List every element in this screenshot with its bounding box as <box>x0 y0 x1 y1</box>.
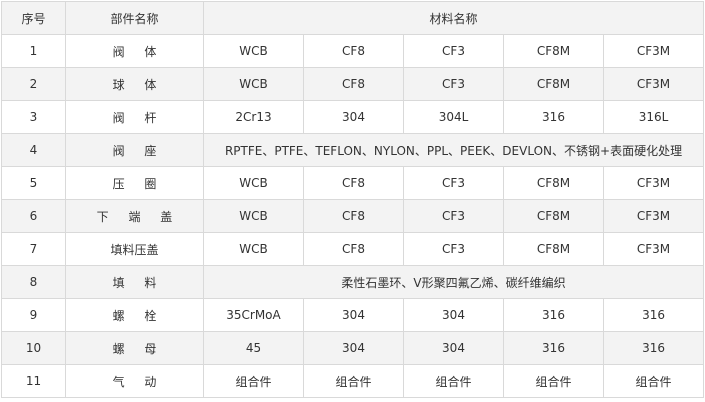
material-cell: CF3M <box>602 199 705 233</box>
material-cell: 35CrMoA <box>203 298 304 332</box>
material-cell: CF3 <box>403 67 504 101</box>
material-cell: CF8M <box>503 232 604 266</box>
material-cell: CF3M <box>602 232 705 266</box>
part-name: 阀 杆 <box>65 100 204 134</box>
material-cell: 45 <box>203 331 304 365</box>
part-name: 填 料 <box>65 265 204 299</box>
header-cell: 序号 <box>1 1 66 35</box>
part-name: 球 体 <box>65 67 204 101</box>
material-cell: 304 <box>403 298 504 332</box>
material-cell: CF8M <box>503 199 604 233</box>
material-cell: 316 <box>602 298 705 332</box>
part-name: 阀 体 <box>65 34 204 68</box>
material-cell: 组合件 <box>303 364 404 398</box>
material-cell: CF3 <box>403 199 504 233</box>
material-cell: 柔性石墨环、V形聚四氟乙烯、碳纤维编织 <box>202 265 705 299</box>
material-cell: 316 <box>602 331 705 365</box>
row-number: 6 <box>1 199 66 233</box>
material-cell: WCB <box>203 67 304 101</box>
material-cell: 组合件 <box>503 364 604 398</box>
header-row: 序号 部件名称 材料名称 <box>1 1 705 35</box>
material-cell: CF3M <box>602 34 705 68</box>
table-row: 11 气 动组合件 组合件 组合件 组合件 组合件 <box>1 364 705 398</box>
part-name: 下 端 盖 <box>65 199 204 233</box>
row-number: 8 <box>1 265 66 299</box>
material-cell: 组合件 <box>602 364 705 398</box>
row-number: 4 <box>1 133 66 167</box>
material-cell: WCB <box>203 166 304 200</box>
material-cell: 304 <box>303 100 404 134</box>
material-cell: 组合件 <box>203 364 304 398</box>
row-number: 7 <box>1 232 66 266</box>
row-number: 3 <box>1 100 66 134</box>
material-cell: 304 <box>303 331 404 365</box>
material-cell: 316 <box>503 100 604 134</box>
part-name: 压 圈 <box>65 166 204 200</box>
part-name: 螺 栓 <box>65 298 204 332</box>
material-cell: CF8 <box>303 34 404 68</box>
part-name: 阀 座 <box>65 133 204 167</box>
material-cell: CF3 <box>403 166 504 200</box>
material-cell: 316 <box>503 331 604 365</box>
header-cell: 部件名称 <box>65 1 204 35</box>
material-cell: CF8M <box>503 166 604 200</box>
row-number: 1 <box>1 34 66 68</box>
table-row: 10 螺 母 45 304 304 316 316 <box>1 331 705 365</box>
material-cell: CF8M <box>503 67 604 101</box>
material-cell: RPTFE、PTFE、TEFLON、NYLON、PPL、PEEK、DEVLON、… <box>202 133 705 167</box>
table-row: 7 填料压盖 WCB CF8 CF3 CF8M CF3M <box>1 232 705 266</box>
material-cell: CF8M <box>503 34 604 68</box>
material-cell: 304L <box>403 100 504 134</box>
row-number: 5 <box>1 166 66 200</box>
material-cell: 组合件 <box>403 364 504 398</box>
material-cell: 316 <box>503 298 604 332</box>
part-name: 气 动 <box>65 364 204 398</box>
material-cell: WCB <box>203 232 304 266</box>
material-cell: 304 <box>303 298 404 332</box>
header-cell: 材料名称 <box>202 1 705 35</box>
material-cell: CF3M <box>602 67 705 101</box>
part-name: 螺 母 <box>65 331 204 365</box>
material-cell: WCB <box>203 199 304 233</box>
row-number: 11 <box>1 364 66 398</box>
row-number: 2 <box>1 67 66 101</box>
material-cell: CF3M <box>602 166 705 200</box>
material-cell: CF3 <box>403 232 504 266</box>
material-cell: CF8 <box>303 232 404 266</box>
material-cell: CF3 <box>403 34 504 68</box>
material-cell: 304 <box>403 331 504 365</box>
row-number: 9 <box>1 298 66 332</box>
row-number: 10 <box>1 331 66 365</box>
material-cell: WCB <box>203 34 304 68</box>
material-cell: CF8 <box>303 166 404 200</box>
part-name: 填料压盖 <box>65 232 204 266</box>
material-cell: CF8 <box>303 199 404 233</box>
material-cell: CF8 <box>303 67 404 101</box>
material-cell: 316L <box>602 100 705 134</box>
material-cell: 2Cr13 <box>203 100 304 134</box>
